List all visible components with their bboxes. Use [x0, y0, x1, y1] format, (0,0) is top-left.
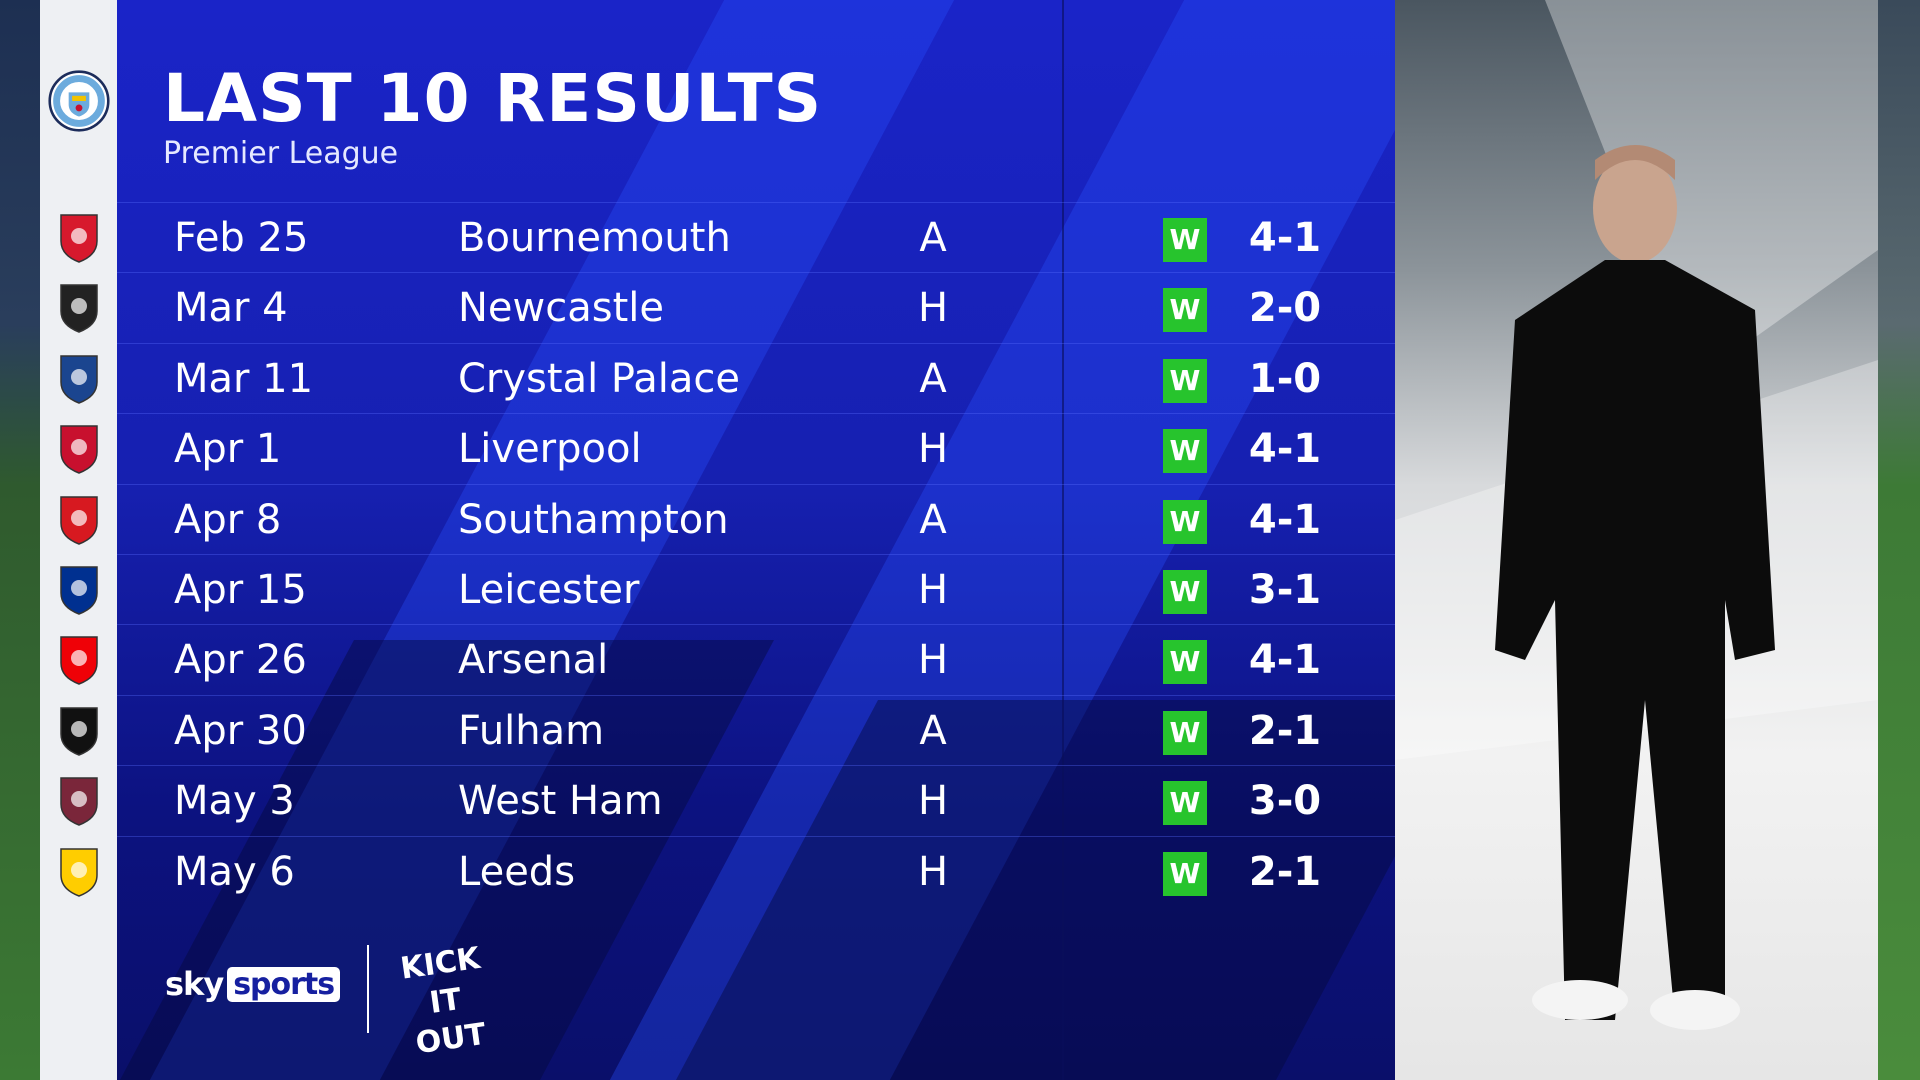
- crystal-palace-crest-icon: [56, 353, 102, 405]
- fulham-crest-icon: [56, 705, 102, 757]
- opponent-name: West Ham: [458, 778, 663, 825]
- leeds-crest-icon: [56, 846, 102, 898]
- venue: H: [917, 848, 949, 895]
- result-badge: W: [1163, 570, 1207, 614]
- venue: A: [919, 355, 947, 402]
- opponent-name: Bournemouth: [458, 215, 731, 261]
- match-date: May 6: [174, 848, 295, 895]
- crest-column: [40, 0, 117, 1080]
- result-row: May 6 Leeds H W 2-1: [117, 835, 1395, 906]
- page-title: LAST 10 RESULTS: [163, 60, 823, 137]
- match-date: Apr 8: [174, 496, 282, 543]
- opponent-name: Fulham: [458, 707, 605, 754]
- match-date: Feb 25: [174, 215, 309, 261]
- kick-it-out-logo: KICK IT OUT: [398, 940, 489, 1062]
- match-date: Apr 30: [174, 707, 307, 754]
- opponent-name: Leeds: [458, 848, 576, 895]
- result-badge: W: [1163, 288, 1207, 333]
- venue: H: [917, 778, 949, 825]
- opponent-name: Liverpool: [458, 426, 642, 473]
- manager-photo: [1395, 0, 1878, 1080]
- page-subtitle: Premier League: [163, 136, 399, 171]
- result-badge: W: [1163, 710, 1207, 755]
- result-badge: W: [1163, 781, 1207, 826]
- manchester-city-crest-icon: [48, 62, 110, 140]
- result-row: Mar 4 Newcastle H W 2-0: [117, 272, 1395, 342]
- score: 3-1: [1248, 567, 1322, 613]
- result-row: Apr 8 Southampton A W 4-1: [117, 483, 1395, 554]
- score: 4-1: [1248, 496, 1322, 543]
- result-row: Apr 1 Liverpool H W 4-1: [117, 413, 1395, 483]
- leicester-crest-icon: [56, 564, 102, 616]
- score: 2-1: [1248, 848, 1322, 895]
- result-row: Feb 25 Bournemouth A W 4-1: [117, 202, 1395, 272]
- opponent-name: Crystal Palace: [458, 355, 740, 402]
- venue: A: [919, 496, 947, 543]
- result-badge: W: [1163, 218, 1207, 262]
- bournemouth-crest-icon: [56, 212, 102, 264]
- result-row: Apr 26 Arsenal H W 4-1: [117, 624, 1395, 694]
- score: 1-0: [1248, 355, 1322, 402]
- west-ham-crest-icon: [56, 775, 102, 827]
- venue: H: [917, 285, 949, 332]
- venue: H: [917, 567, 949, 613]
- match-date: Apr 1: [174, 426, 282, 473]
- logo-divider: [367, 945, 369, 1033]
- result-row: May 3 West Ham H W 3-0: [117, 765, 1395, 835]
- stadium-background-right: [1878, 0, 1920, 1080]
- score: 2-0: [1248, 285, 1322, 332]
- result-badge: W: [1163, 640, 1207, 685]
- liverpool-crest-icon: [56, 423, 102, 475]
- score: 2-1: [1248, 707, 1322, 754]
- venue: H: [917, 637, 949, 684]
- arsenal-crest-icon: [56, 634, 102, 686]
- stadium-background-left: [0, 0, 40, 1080]
- southampton-crest-icon: [56, 494, 102, 546]
- match-date: Apr 26: [174, 637, 307, 684]
- score: 4-1: [1248, 426, 1322, 473]
- opponent-name: Leicester: [458, 567, 640, 613]
- opponent-name: Arsenal: [458, 637, 609, 684]
- result-badge: W: [1163, 358, 1207, 403]
- opponent-name: Southampton: [458, 496, 729, 543]
- venue: A: [919, 707, 947, 754]
- match-date: Mar 11: [174, 355, 314, 402]
- result-badge: W: [1163, 851, 1207, 896]
- result-row: Apr 30 Fulham A W 2-1: [117, 694, 1395, 765]
- result-row: Mar 11 Crystal Palace A W 1-0: [117, 342, 1395, 413]
- result-row: Apr 15 Leicester H W 3-1: [117, 554, 1395, 624]
- newcastle-crest-icon: [56, 282, 102, 334]
- opponent-name: Newcastle: [458, 285, 664, 332]
- result-badge: W: [1163, 429, 1207, 474]
- match-date: Mar 4: [174, 285, 288, 332]
- results-panel: LAST 10 RESULTS Premier League Feb 25 Bo…: [117, 0, 1395, 1080]
- match-date: May 3: [174, 778, 295, 825]
- score: 4-1: [1248, 637, 1322, 684]
- score: 4-1: [1248, 215, 1322, 261]
- sky-sports-logo: sky sports: [165, 965, 341, 1003]
- venue: H: [917, 426, 949, 473]
- result-badge: W: [1163, 499, 1207, 544]
- match-date: Apr 15: [174, 567, 307, 613]
- column-divider: [1062, 0, 1064, 1080]
- score: 3-0: [1248, 778, 1322, 825]
- venue: A: [919, 215, 947, 261]
